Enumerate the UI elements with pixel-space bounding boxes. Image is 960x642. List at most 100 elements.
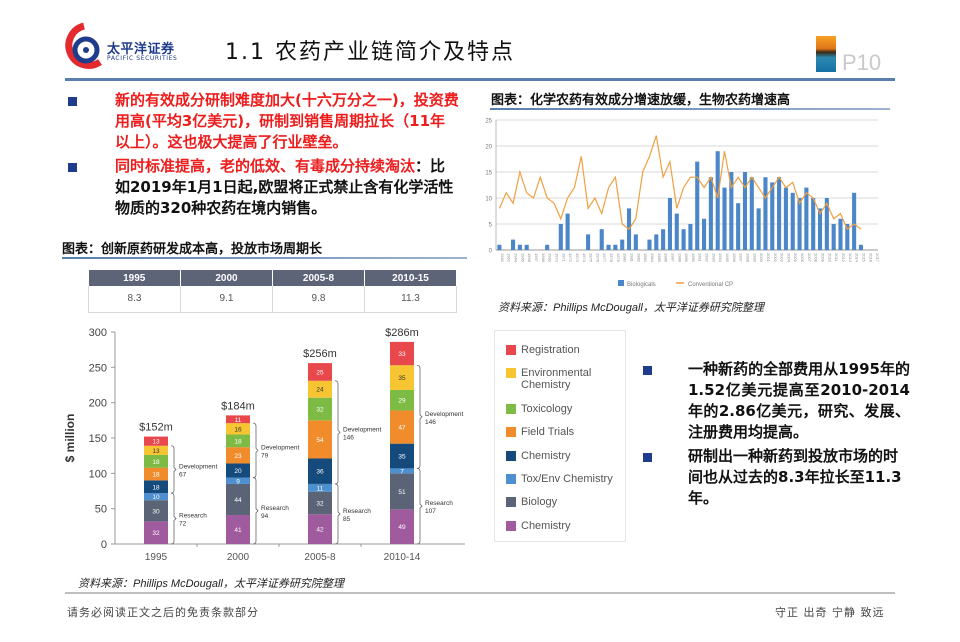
right-figure-source: 资料来源：Phillips McDougall，太平洋证券研究院整理 — [498, 302, 764, 314]
page-number: P10 — [842, 50, 882, 75]
legend-swatch — [506, 368, 516, 378]
bullet-1-red-text: 新的有效成分研制难度加大(十六万分之一)，投资费用高(平均3亿美元)，研制到销售… — [115, 91, 459, 151]
svg-text:1984: 1984 — [650, 253, 655, 263]
table-cell: 9.1 — [180, 286, 273, 313]
svg-text:1993: 1993 — [711, 253, 716, 263]
svg-text:79: 79 — [261, 452, 269, 459]
svg-text:107: 107 — [425, 508, 436, 515]
svg-text:36: 36 — [316, 469, 324, 476]
svg-text:54: 54 — [316, 437, 324, 444]
footer-divider — [65, 592, 895, 594]
left-figure-source: 资料来源：Phillips McDougall，太平洋证券研究院整理 — [78, 578, 344, 590]
stacked-chart-legend: Registration Environmental Chemistry Tox… — [494, 330, 626, 542]
svg-text:Research: Research — [261, 505, 289, 512]
bullet-square-icon — [68, 163, 77, 172]
header-divider — [65, 78, 895, 81]
table-header: 1995 — [88, 270, 181, 286]
svg-text:1962: 1962 — [500, 253, 505, 263]
svg-text:1994: 1994 — [718, 253, 723, 263]
svg-text:0: 0 — [489, 249, 493, 255]
bullet-2-black-text: ：比如2019年1月1日起,欧盟将正式禁止含有化学活性物质的320种农药在境内销… — [115, 157, 454, 217]
svg-text:1964: 1964 — [514, 253, 519, 263]
svg-text:1963: 1963 — [507, 253, 512, 263]
svg-text:23: 23 — [234, 453, 242, 460]
svg-text:18: 18 — [152, 484, 160, 491]
svg-text:1981: 1981 — [630, 253, 635, 263]
legend-swatch — [506, 474, 516, 484]
company-logo: 太平洋证券 PACIFIC SECURITIES — [62, 22, 202, 74]
svg-text:Research: Research — [343, 508, 371, 515]
svg-text:20: 20 — [485, 145, 492, 151]
svg-text:Research: Research — [179, 513, 207, 520]
svg-text:2017: 2017 — [875, 253, 880, 263]
svg-text:1972: 1972 — [568, 253, 573, 263]
right-figure-divider — [490, 108, 890, 110]
table-row: 8.3 9.1 9.8 11.3 — [88, 286, 457, 313]
svg-text:1976: 1976 — [595, 253, 600, 263]
svg-text:250: 250 — [89, 362, 107, 374]
svg-text:1969: 1969 — [548, 253, 553, 263]
svg-text:146: 146 — [425, 419, 436, 426]
svg-text:20: 20 — [234, 468, 242, 475]
svg-text:1973: 1973 — [575, 253, 580, 263]
svg-text:146: 146 — [343, 434, 354, 441]
bullet-2: 同时标准提高，老的低效、有毒成分持续淘汰：比如2019年1月1日起,欧盟将正式禁… — [115, 156, 460, 219]
legend-swatch — [506, 497, 516, 507]
company-motto: 守正 出奇 宁静 致远 — [775, 606, 885, 619]
svg-text:11: 11 — [317, 485, 324, 492]
svg-text:35: 35 — [398, 375, 406, 382]
svg-text:25: 25 — [316, 369, 324, 376]
logo-mark-icon — [65, 22, 102, 69]
svg-text:1977: 1977 — [602, 253, 607, 263]
svg-text:15: 15 — [485, 171, 492, 177]
svg-text:30: 30 — [152, 508, 160, 515]
svg-text:29: 29 — [398, 398, 406, 405]
svg-text:2011: 2011 — [834, 253, 839, 262]
svg-text:1979: 1979 — [616, 253, 621, 263]
left-figure-title: 图表：创新原药研发成本高，投放市场周期长 — [62, 242, 323, 257]
svg-text:72: 72 — [179, 521, 187, 528]
svg-text:85: 85 — [343, 516, 351, 523]
legend-swatch — [506, 427, 516, 437]
svg-text:33: 33 — [398, 351, 406, 358]
bullet-square-icon — [643, 453, 652, 462]
svg-text:2005-8: 2005-8 — [304, 552, 336, 563]
legend-swatch — [506, 451, 516, 461]
svg-text:Conventional CP: Conventional CP — [688, 282, 733, 288]
svg-text:47: 47 — [398, 425, 406, 432]
svg-text:11: 11 — [235, 417, 242, 424]
svg-text:1995: 1995 — [725, 253, 730, 263]
svg-text:1971: 1971 — [561, 253, 566, 263]
svg-text:1965: 1965 — [520, 253, 525, 263]
rd-cost-stacked-bar-chart: 0 50 100 150 200 250 300 $ million 32 30 10 18 18 18 1… — [63, 327, 465, 563]
svg-text:100: 100 — [89, 468, 107, 480]
svg-text:1989: 1989 — [684, 253, 689, 263]
right-figure-title: 图表：化学农药有效成分增速放缓，生物农药增速高 — [491, 93, 791, 108]
svg-text:2006: 2006 — [800, 253, 805, 263]
svg-text:18: 18 — [152, 472, 160, 479]
svg-text:35: 35 — [398, 454, 406, 461]
svg-text:1975: 1975 — [589, 253, 594, 263]
svg-text:1982: 1982 — [636, 253, 641, 263]
bullet-2-red-text: 同时标准提高，老的低效、有毒成分持续淘汰 — [115, 157, 416, 175]
svg-text:42: 42 — [316, 527, 324, 534]
svg-text:24: 24 — [316, 387, 324, 394]
svg-text:41: 41 — [234, 527, 242, 534]
svg-text:2001: 2001 — [766, 253, 771, 263]
svg-text:2007: 2007 — [807, 253, 812, 263]
svg-text:2008: 2008 — [814, 253, 819, 263]
svg-text:50: 50 — [95, 504, 107, 516]
svg-text:5: 5 — [489, 223, 493, 229]
table-cell: 8.3 — [88, 286, 181, 313]
table-header: 2000 — [180, 270, 273, 286]
svg-text:2000: 2000 — [759, 253, 764, 263]
svg-text:Biologicals: Biologicals — [627, 282, 656, 288]
svg-text:1996: 1996 — [732, 253, 737, 263]
right-bullet-2: 研制出一种新药到投放市场的时间也从过去的8.3年拉长至11.3年。 — [688, 447, 902, 507]
table-header: 2005-8 — [272, 270, 365, 286]
svg-text:2000: 2000 — [227, 552, 250, 563]
page-title: 1.1 农药产业链简介及特点 — [225, 40, 515, 65]
svg-text:1968: 1968 — [541, 253, 546, 263]
svg-text:16: 16 — [234, 426, 242, 433]
